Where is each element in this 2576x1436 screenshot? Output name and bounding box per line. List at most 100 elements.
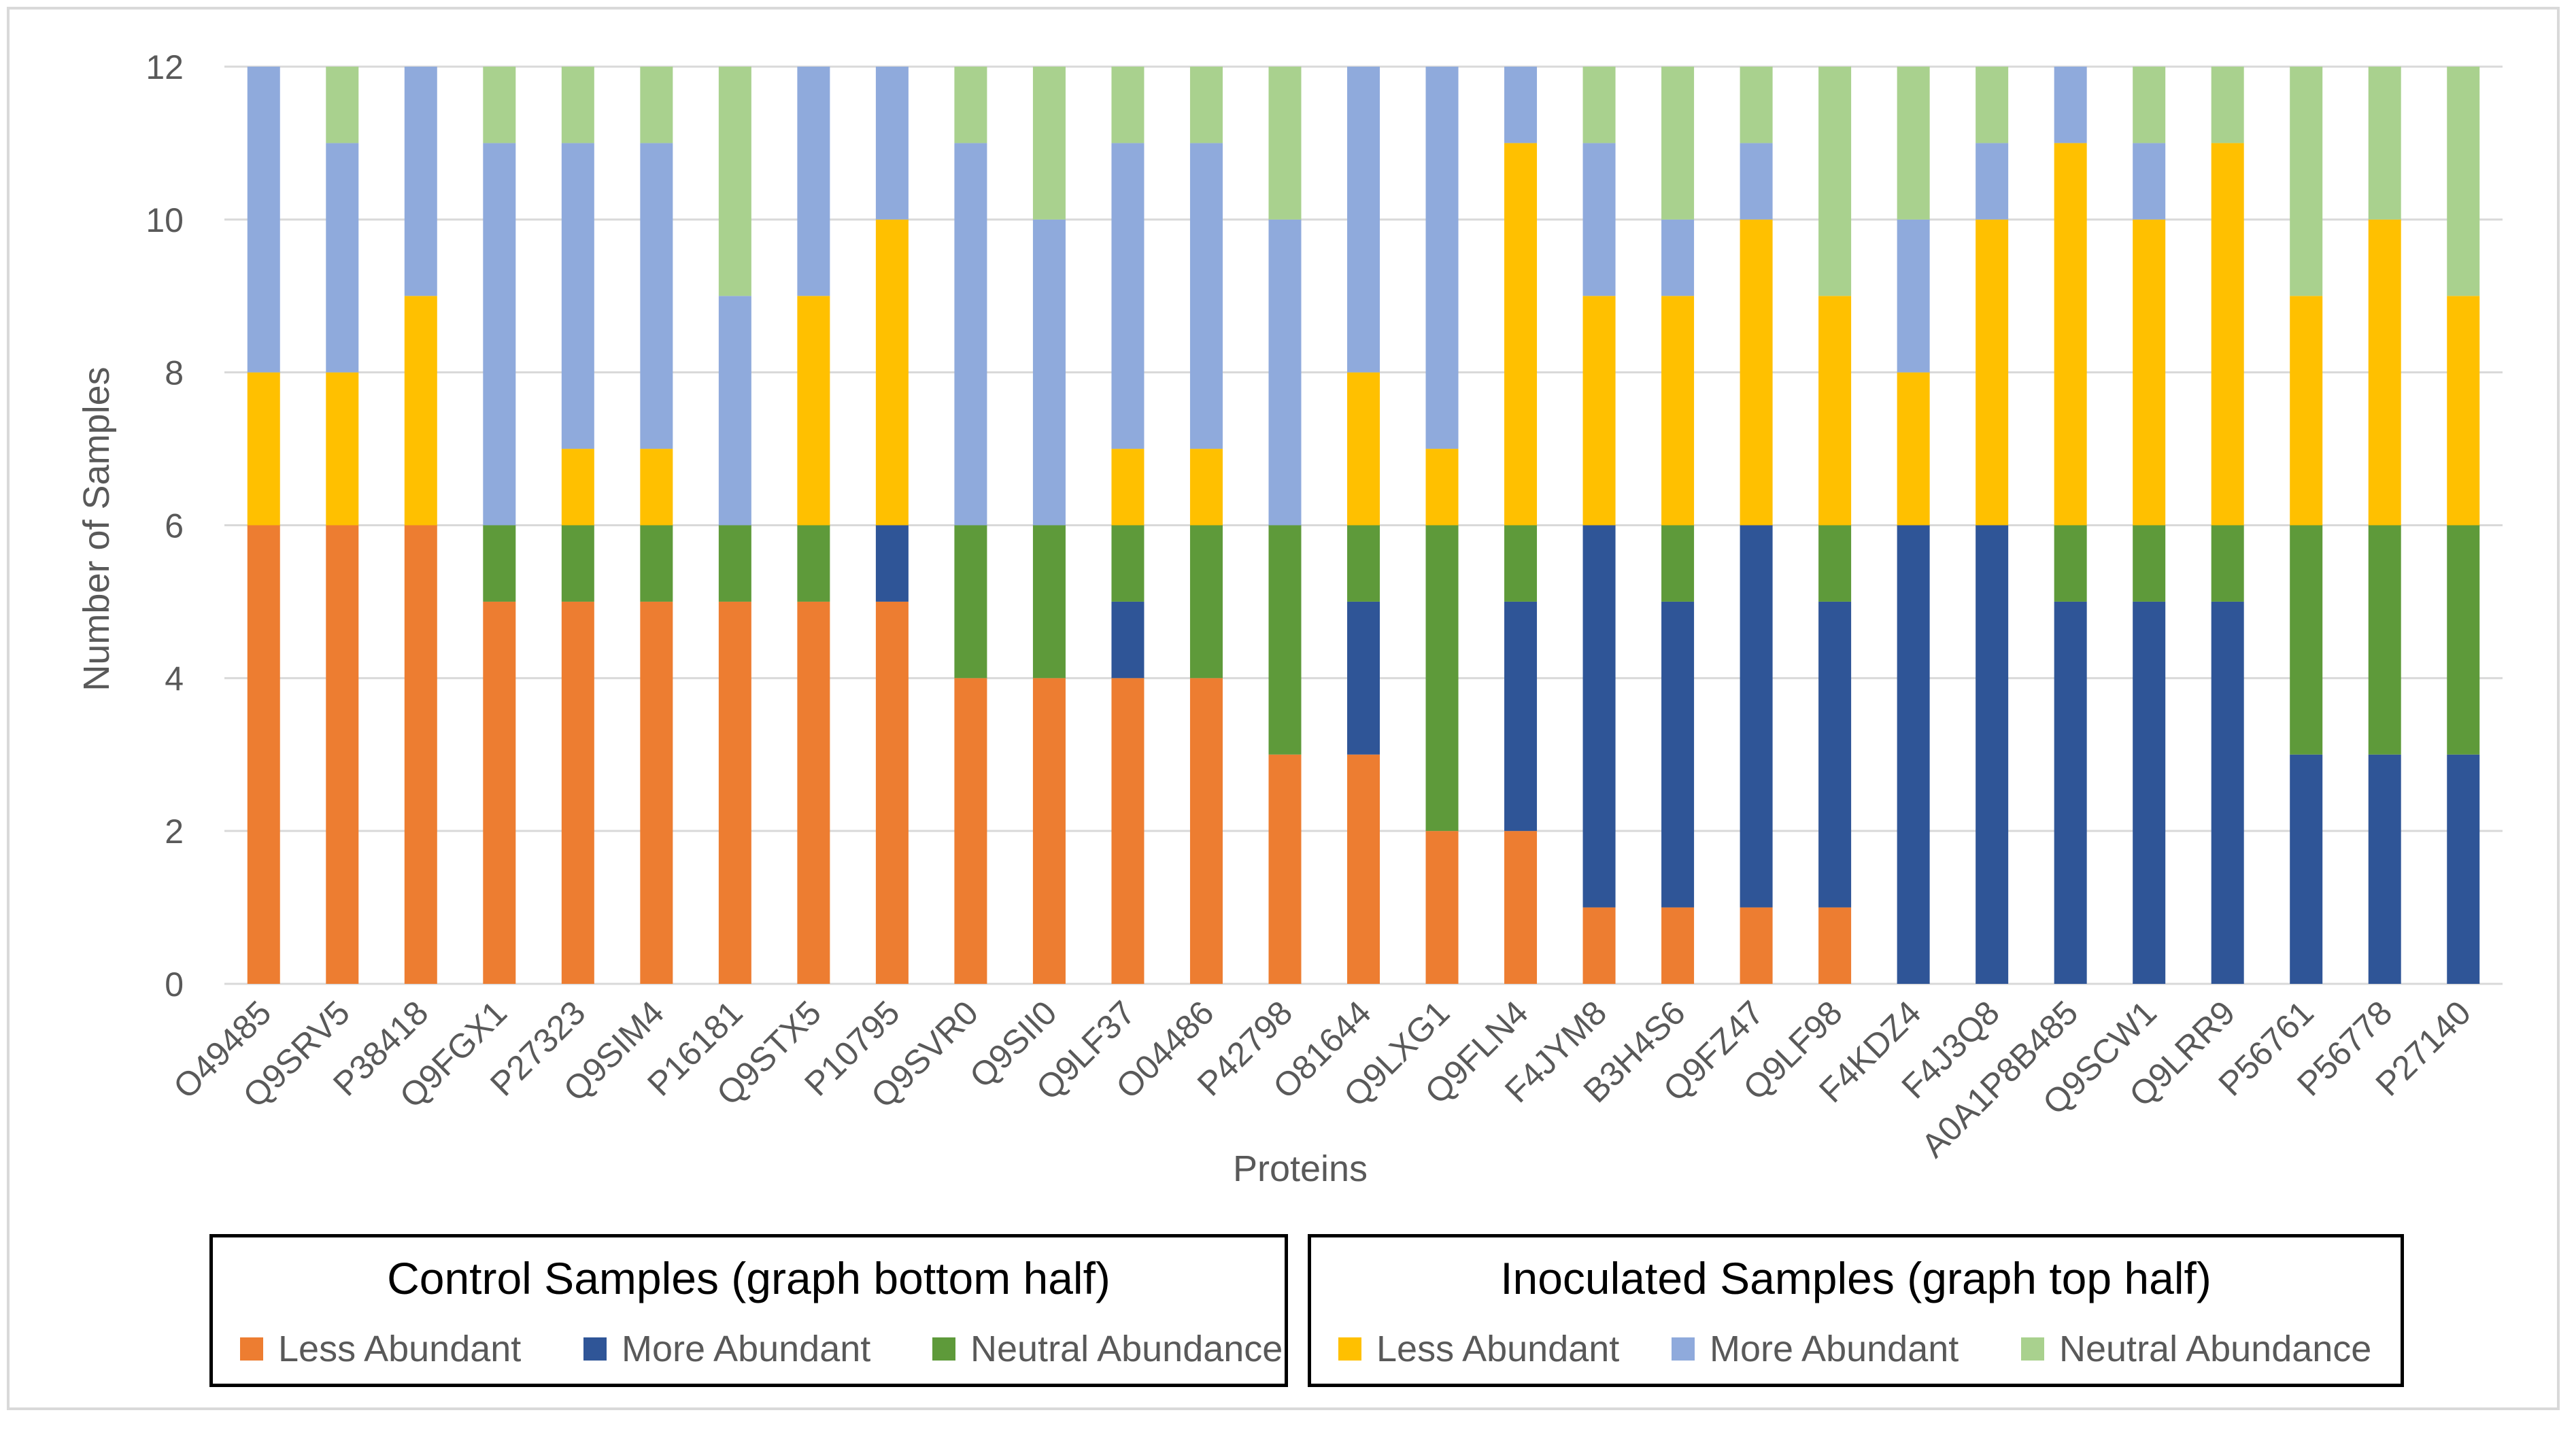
bar-segment-inoculated-more-abundant — [326, 143, 359, 373]
bar-segment-inoculated-neutral-abundance — [1032, 67, 1066, 220]
bar-segment-inoculated-more-abundant — [1347, 67, 1380, 373]
bar-segment-control-more-abundant — [1818, 601, 1852, 908]
legend-item-inoculated-less: Less Abundant — [1338, 1327, 1619, 1371]
bar-segment-inoculated-neutral-abundance — [483, 67, 516, 143]
y-tick-label: 12 — [146, 48, 184, 86]
bar-segment-control-neutral-abundance — [1504, 525, 1538, 602]
bar-segment-inoculated-less-abundant — [1740, 219, 1773, 526]
bar-segment-inoculated-less-abundant — [404, 296, 437, 526]
bar-segment-inoculated-less-abundant — [326, 372, 359, 526]
bar-segment-inoculated-neutral-abundance — [640, 67, 673, 143]
bar-segment-control-more-abundant — [1897, 525, 1930, 984]
bar-segment-control-less-abundant — [1582, 907, 1616, 984]
bar-segment-inoculated-neutral-abundance — [2368, 67, 2401, 220]
bar-segment-inoculated-neutral-abundance — [1268, 67, 1302, 220]
bar-segment-inoculated-less-abundant — [1111, 449, 1145, 526]
bar-segment-control-more-abundant — [2211, 601, 2244, 984]
bar-segment-inoculated-less-abundant — [247, 372, 280, 526]
bar-segment-inoculated-less-abundant — [1661, 296, 1695, 526]
legend-swatch — [932, 1337, 955, 1361]
bar-segment-control-neutral-abundance — [2447, 525, 2480, 755]
bar-segment-inoculated-less-abundant — [1976, 219, 2009, 526]
bar-segment-control-less-abundant — [1504, 831, 1538, 984]
legend-label: More Abundant — [1710, 1329, 1959, 1369]
bar-segment-inoculated-neutral-abundance — [1111, 67, 1145, 143]
bar-segment-inoculated-less-abundant — [2211, 143, 2244, 526]
bar-segment-control-less-abundant — [718, 601, 751, 984]
bar-segment-control-neutral-abundance — [2133, 525, 2166, 602]
bar-segment-control-less-abundant — [954, 678, 987, 984]
bar-segment-inoculated-more-abundant — [1268, 219, 1302, 526]
bar-segment-control-neutral-abundance — [1818, 525, 1852, 602]
legend-label: Neutral Abundance — [2059, 1329, 2372, 1369]
bar-segment-control-more-abundant — [1661, 601, 1695, 908]
bar-segment-control-neutral-abundance — [561, 525, 594, 602]
bar-segment-inoculated-more-abundant — [247, 67, 280, 373]
bar-segment-inoculated-neutral-abundance — [1582, 67, 1616, 143]
bar-segment-control-neutral-abundance — [2211, 525, 2244, 602]
bar-segment-control-less-abundant — [561, 601, 594, 984]
y-tick-label: 10 — [146, 201, 184, 239]
bar-segment-control-less-abundant — [1818, 907, 1852, 984]
bar-segment-control-neutral-abundance — [2290, 525, 2323, 755]
bar-segment-inoculated-neutral-abundance — [1740, 67, 1773, 143]
bar-segment-inoculated-less-abundant — [2290, 296, 2323, 526]
bar-segment-inoculated-less-abundant — [1818, 296, 1852, 526]
bar-segment-inoculated-less-abundant — [1504, 143, 1538, 526]
bar-segment-inoculated-less-abundant — [561, 449, 594, 526]
bar-segment-control-neutral-abundance — [483, 525, 516, 602]
bar-segment-control-less-abundant — [797, 601, 830, 984]
bar-segment-control-neutral-abundance — [1425, 525, 1459, 832]
bar-segment-inoculated-more-abundant — [797, 67, 830, 296]
bar-segment-inoculated-more-abundant — [561, 143, 594, 449]
bar-segment-control-neutral-abundance — [954, 525, 987, 679]
bar-segment-control-less-abundant — [1347, 754, 1380, 984]
bar-segment-control-more-abundant — [2447, 754, 2480, 984]
x-axis-label: Proteins — [1233, 1148, 1368, 1189]
bar-segment-inoculated-less-abundant — [640, 449, 673, 526]
bar-segment-inoculated-more-abundant — [2133, 143, 2166, 220]
bar-segment-inoculated-neutral-abundance — [718, 67, 751, 296]
legend-control-title: Control Samples (graph bottom half) — [387, 1253, 1111, 1303]
bar-segment-control-less-abundant — [483, 601, 516, 984]
bar-segment-control-less-abundant — [1189, 678, 1223, 984]
bar-segment-control-more-abundant — [1582, 525, 1616, 908]
bar-segment-control-neutral-abundance — [1189, 525, 1223, 679]
bar-segment-inoculated-less-abundant — [875, 219, 909, 526]
bar-segment-inoculated-less-abundant — [797, 296, 830, 526]
legend-item-control-neutral: Neutral Abundance — [932, 1327, 1283, 1371]
bar-segment-control-less-abundant — [1111, 678, 1145, 984]
legend-swatch — [240, 1337, 263, 1361]
bar-segment-inoculated-more-abundant — [640, 143, 673, 449]
legend-swatch — [2021, 1337, 2044, 1361]
bar-segment-inoculated-more-abundant — [483, 143, 516, 526]
bar-segment-inoculated-more-abundant — [1976, 143, 2009, 220]
bar-segment-inoculated-more-abundant — [1897, 219, 1930, 373]
legend-label: Neutral Abundance — [970, 1329, 1283, 1369]
bar-segment-inoculated-less-abundant — [2133, 219, 2166, 526]
bar-segment-control-more-abundant — [1976, 525, 2009, 984]
bar-segment-control-less-abundant — [640, 601, 673, 984]
bar-segment-control-less-abundant — [404, 525, 437, 984]
bar-segment-inoculated-neutral-abundance — [1189, 67, 1223, 143]
bar-segment-control-less-abundant — [1268, 754, 1302, 984]
bar-segment-inoculated-neutral-abundance — [2290, 67, 2323, 296]
bar-segment-control-neutral-abundance — [2054, 525, 2087, 602]
y-tick-label: 0 — [165, 965, 184, 1004]
legend-item-control-more: More Abundant — [583, 1327, 870, 1371]
legend-swatch — [1338, 1337, 1361, 1361]
bar-segment-control-neutral-abundance — [1268, 525, 1302, 755]
bar-segment-control-more-abundant — [2133, 601, 2166, 984]
legend-inoculated: Inoculated Samples (graph top half) Less… — [1308, 1234, 2404, 1387]
legend-control: Control Samples (graph bottom half) Less… — [209, 1234, 1288, 1387]
bar-segment-control-more-abundant — [1504, 601, 1538, 832]
legend-label: Less Abundant — [278, 1329, 522, 1369]
bar-segment-inoculated-neutral-abundance — [1897, 67, 1930, 220]
bar-segment-inoculated-more-abundant — [1740, 143, 1773, 220]
bar-segment-inoculated-less-abundant — [1425, 449, 1459, 526]
bar-segment-inoculated-more-abundant — [1189, 143, 1223, 449]
bar-segment-inoculated-neutral-abundance — [561, 67, 594, 143]
bar-segment-inoculated-neutral-abundance — [2211, 67, 2244, 143]
bar-segment-control-less-abundant — [1661, 907, 1695, 984]
